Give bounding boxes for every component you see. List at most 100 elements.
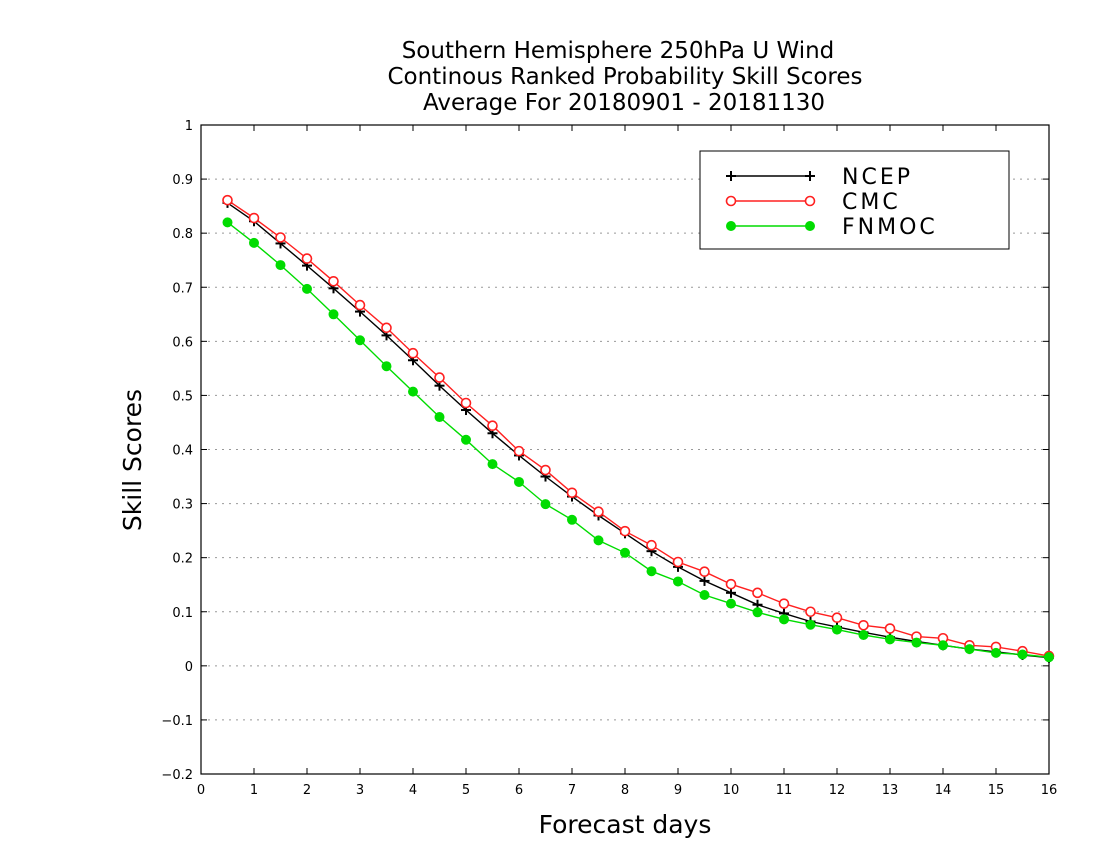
data-point-marker bbox=[884, 623, 896, 634]
data-point-marker bbox=[805, 606, 816, 618]
data-point-marker bbox=[540, 499, 551, 510]
y-tick-label: 0.1 bbox=[172, 606, 193, 621]
data-point-marker bbox=[938, 640, 948, 651]
data-point-marker bbox=[752, 587, 763, 599]
legend-entry-fnmoc: FNMOC bbox=[726, 215, 938, 240]
data-point-marker bbox=[434, 412, 445, 423]
series-fnmoc bbox=[222, 217, 1054, 663]
data-point-marker bbox=[567, 514, 577, 525]
data-point-marker bbox=[566, 487, 578, 499]
x-tick-label: 9 bbox=[674, 783, 682, 798]
legend-box bbox=[699, 150, 1010, 250]
data-point-marker bbox=[354, 299, 366, 311]
series-line bbox=[227, 221, 1050, 658]
data-point-marker bbox=[885, 634, 895, 645]
data-point-marker bbox=[726, 221, 736, 231]
x-tick-label: 14 bbox=[935, 783, 952, 798]
x-tick-label: 0 bbox=[197, 783, 205, 798]
data-point-marker bbox=[301, 253, 313, 264]
y-tick-label: 0.9 bbox=[172, 173, 193, 188]
data-point-marker bbox=[831, 612, 843, 623]
data-point-marker bbox=[725, 195, 737, 207]
grid bbox=[201, 178, 1049, 721]
y-tick-label: 0.8 bbox=[172, 227, 193, 242]
data-point-marker bbox=[672, 556, 684, 568]
legend-entry-cmc: CMC bbox=[725, 190, 901, 215]
data-point-marker bbox=[593, 506, 604, 517]
data-point-marker bbox=[911, 637, 922, 648]
data-point-marker bbox=[646, 539, 657, 551]
title-line-3: Average For 20180901 - 20181130 bbox=[423, 90, 825, 116]
data-point-marker bbox=[513, 445, 525, 457]
y-tick-label: 0.7 bbox=[172, 281, 193, 296]
x-tick-labels: 0 1 2 3 4 5 6 7 8 9 10 11 12 13 14 15 16 bbox=[197, 783, 1057, 798]
x-tick-label: 2 bbox=[303, 783, 311, 798]
data-point-marker bbox=[805, 221, 815, 231]
x-tick-label: 12 bbox=[829, 783, 846, 798]
data-point-marker bbox=[804, 195, 816, 207]
data-point-marker bbox=[408, 386, 418, 397]
x-axis-label: Forecast days bbox=[539, 810, 712, 839]
data-point-marker bbox=[407, 347, 419, 359]
legend-label: FNMOC bbox=[842, 215, 938, 240]
data-point-marker bbox=[514, 476, 524, 487]
data-point-marker bbox=[328, 309, 339, 320]
data-point-marker bbox=[991, 647, 1001, 658]
data-point-marker bbox=[328, 276, 339, 287]
data-point-marker bbox=[222, 217, 233, 228]
title-line-2: Continous Ranked Probability Skill Score… bbox=[387, 64, 862, 90]
x-tick-label: 11 bbox=[776, 783, 793, 798]
series-cmc bbox=[222, 194, 1055, 662]
y-tick-label: 0.4 bbox=[172, 444, 193, 459]
data-point-marker bbox=[275, 260, 286, 271]
series-ncep bbox=[222, 197, 1054, 663]
data-point-marker bbox=[699, 566, 710, 578]
data-point-marker bbox=[381, 322, 392, 334]
series-line bbox=[227, 199, 1050, 657]
data-point-marker bbox=[275, 232, 286, 243]
y-tick-label: 1 bbox=[185, 119, 193, 134]
data-point-marker bbox=[434, 372, 445, 383]
data-point-marker bbox=[460, 397, 472, 409]
series-line bbox=[227, 202, 1050, 659]
x-tick-label: 10 bbox=[723, 783, 740, 798]
legend-label: CMC bbox=[842, 190, 901, 215]
axis-ticks bbox=[200, 124, 1050, 775]
data-point-marker bbox=[805, 619, 816, 630]
legend-label: NCEP bbox=[842, 165, 913, 190]
data-point-marker bbox=[673, 576, 683, 587]
data-point-marker bbox=[858, 619, 869, 631]
data-point-marker bbox=[752, 607, 763, 618]
chart-title: Southern Hemisphere 250hPa U Wind Contin… bbox=[387, 38, 862, 116]
x-tick-label: 1 bbox=[250, 783, 258, 798]
data-point-marker bbox=[699, 589, 710, 600]
x-tick-label: 8 bbox=[621, 783, 629, 798]
x-tick-label: 4 bbox=[409, 783, 417, 798]
data-point-marker bbox=[248, 212, 260, 224]
y-tick-label: 0.5 bbox=[172, 389, 193, 404]
x-tick-label: 3 bbox=[356, 783, 364, 798]
title-line-1: Southern Hemisphere 250hPa U Wind bbox=[402, 38, 835, 64]
y-tick-label: 0 bbox=[185, 660, 193, 675]
data-point-marker bbox=[725, 578, 737, 590]
data-point-marker bbox=[249, 237, 259, 248]
y-axis-label: Skill Scores bbox=[118, 389, 147, 531]
data-point-marker bbox=[779, 614, 789, 625]
y-tick-label: 0.2 bbox=[172, 552, 193, 567]
y-tick-label: 0.3 bbox=[172, 498, 193, 513]
legend-entry-ncep: NCEP bbox=[726, 165, 913, 190]
x-tick-label: 6 bbox=[515, 783, 523, 798]
data-point-marker bbox=[593, 535, 604, 546]
data-point-marker bbox=[540, 464, 551, 476]
x-tick-label: 15 bbox=[988, 783, 1005, 798]
y-tick-label: −0.1 bbox=[161, 714, 193, 729]
data-point-marker bbox=[858, 630, 869, 641]
data-point-marker bbox=[302, 283, 312, 294]
x-tick-label: 7 bbox=[568, 783, 576, 798]
y-tick-labels: −0.2 −0.1 0 0.1 0.2 0.3 0.4 0.5 0.6 0.7 0.8 0.9 1 bbox=[161, 119, 193, 783]
x-tick-label: 16 bbox=[1041, 783, 1058, 798]
data-point-marker bbox=[487, 420, 498, 432]
data-point-marker bbox=[778, 598, 790, 609]
